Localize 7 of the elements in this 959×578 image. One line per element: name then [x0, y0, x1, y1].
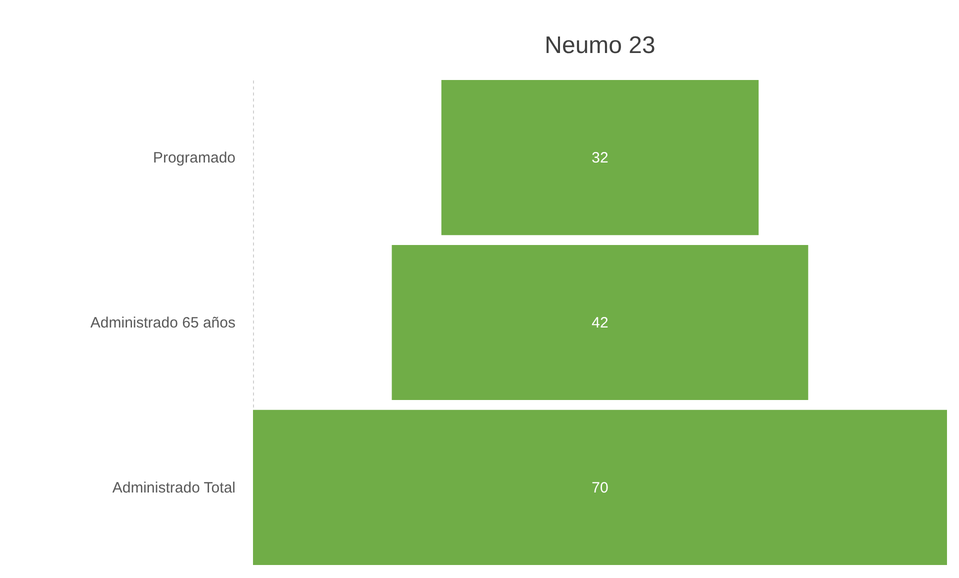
category-label: Administrado Total: [112, 479, 236, 496]
data-label: 42: [592, 314, 608, 332]
category-label: Administrado 65 años: [90, 314, 236, 332]
data-label: 70: [592, 479, 608, 496]
category-label: Programado: [152, 150, 236, 167]
text: Neumo 23: [544, 32, 656, 59]
data-label: 32: [592, 150, 608, 167]
